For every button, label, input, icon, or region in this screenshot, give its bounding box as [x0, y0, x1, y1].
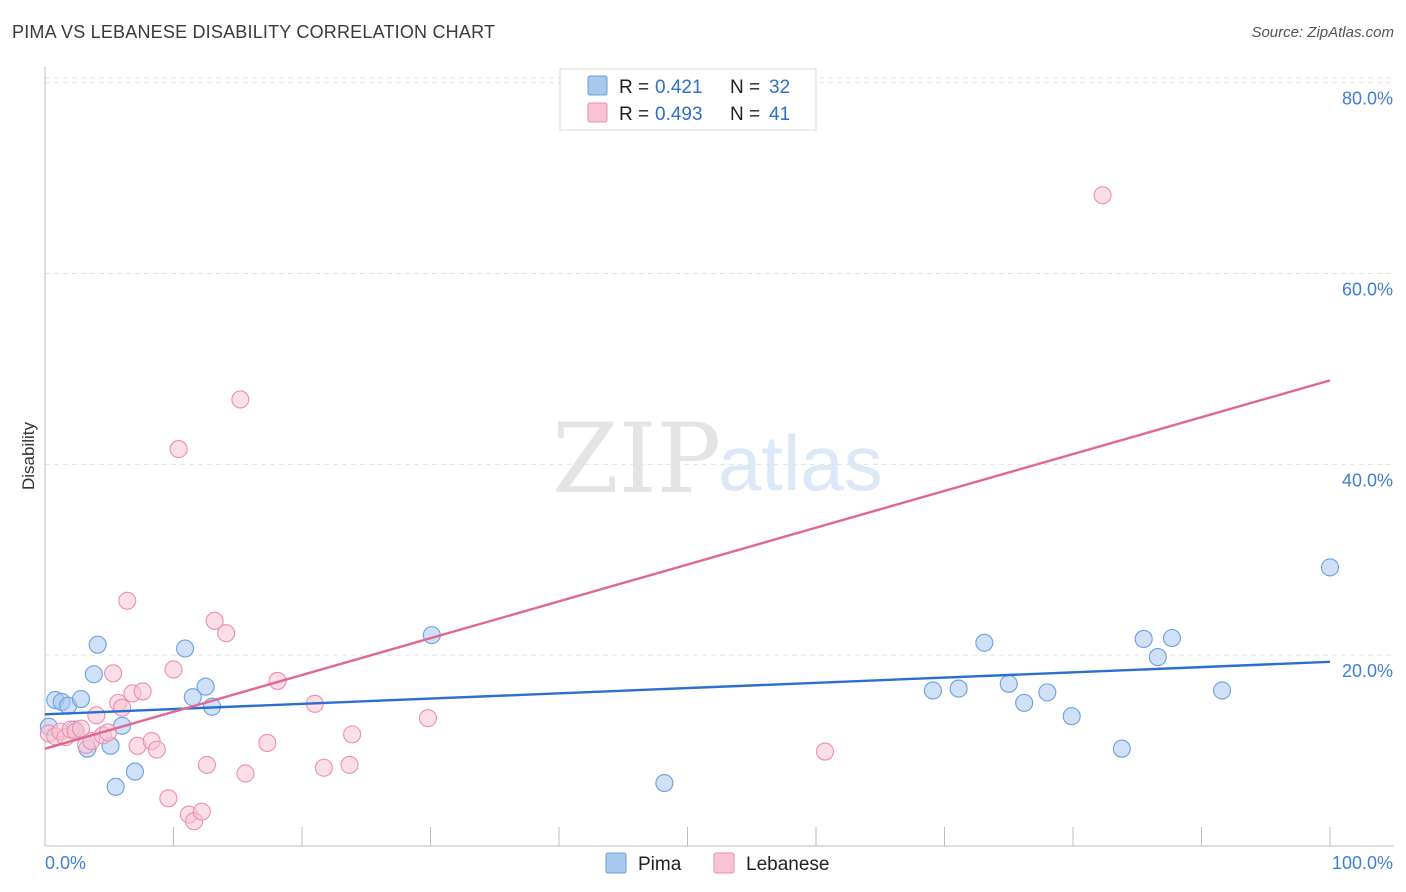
chart-title: PIMA VS LEBANESE DISABILITY CORRELATION …	[12, 22, 496, 42]
lebanese-trendline	[44, 379, 1331, 750]
lebanese-point	[340, 755, 359, 774]
pima-trendline	[44, 660, 1331, 716]
lebanese-point	[258, 733, 277, 753]
pima-point	[1112, 739, 1131, 758]
y-tick-label: 20.0%	[1342, 661, 1393, 681]
pima-point	[1062, 707, 1081, 726]
lebanese-point	[113, 698, 132, 717]
lebanese-point	[87, 706, 106, 725]
pima-point	[1015, 693, 1034, 712]
y-tick-labels: 20.0% 40.0% 60.0% 80.0%	[1342, 89, 1393, 681]
x-tick-label: 0.0%	[45, 853, 86, 873]
pima-point	[176, 639, 195, 658]
lebanese-point	[164, 660, 183, 679]
x-tick-label: 100.0%	[1332, 853, 1393, 873]
y-tick-label: 40.0%	[1342, 470, 1393, 490]
pima-point	[1320, 558, 1340, 577]
legend-r-label: R =	[619, 104, 649, 125]
legend-n-value: 32	[769, 77, 790, 98]
lebanese-point	[104, 664, 123, 683]
lebanese-point	[205, 611, 224, 630]
lebanese-point	[197, 755, 216, 774]
lebanese-point	[217, 624, 236, 643]
pima-point	[999, 674, 1018, 693]
lebanese-point	[169, 440, 188, 459]
pima-point	[949, 679, 968, 698]
watermark-atlas: atlas	[718, 419, 883, 507]
pima-point	[1213, 681, 1232, 700]
bottom-legend-swatch-pima	[605, 852, 627, 874]
bottom-legend: Pima Lebanese	[605, 852, 829, 875]
pima-point	[106, 777, 125, 796]
pima-point	[923, 681, 942, 700]
lebanese-point	[133, 682, 152, 701]
lebanese-point	[418, 709, 437, 728]
bottom-legend-label-pima: Pima	[638, 854, 682, 875]
lebanese-point	[147, 740, 166, 759]
pima-point	[1162, 628, 1181, 648]
legend-n-label: N =	[730, 77, 760, 98]
bottom-legend-label-lebanese: Lebanese	[746, 854, 829, 875]
lebanese-point	[314, 758, 333, 777]
source-label: Source: ZipAtlas.com	[1251, 24, 1394, 41]
legend-swatch-pima	[587, 75, 608, 96]
legend-r-value: 0.421	[655, 77, 703, 98]
pima-point	[196, 677, 215, 696]
y-axis-label: Disability	[19, 421, 38, 490]
pima-point	[1134, 629, 1153, 649]
pima-point	[1148, 648, 1167, 667]
x-tick-labels: 0.0% 100.0%	[45, 853, 1393, 873]
y-tick-label: 60.0%	[1342, 280, 1393, 300]
axes	[44, 67, 1394, 847]
y-tick-label: 80.0%	[1342, 89, 1393, 109]
lebanese-point	[231, 390, 250, 409]
lebanese-point	[815, 742, 835, 761]
pima-point	[88, 635, 107, 654]
lebanese-point	[159, 789, 178, 808]
legend-swatch-lebanese	[587, 102, 608, 123]
gridlines	[45, 77, 1394, 656]
lebanese-point	[236, 764, 255, 783]
pima-point	[71, 690, 91, 709]
lebanese-point	[192, 802, 211, 821]
legend-r-value: 0.493	[655, 104, 703, 125]
top-legend: R = 0.421 N = 32 R = 0.493 N = 41	[559, 68, 817, 131]
legend-r-label: R =	[619, 77, 649, 98]
pima-point	[975, 633, 994, 652]
watermark-zip: ZIP	[552, 403, 721, 515]
pima-point	[84, 665, 103, 684]
lebanese-point	[118, 591, 137, 610]
pima-point	[1038, 683, 1057, 702]
legend-n-label: N =	[730, 104, 760, 125]
lebanese-point	[343, 725, 362, 744]
legend-n-value: 41	[769, 104, 790, 125]
trend-lines	[44, 379, 1331, 750]
pima-point	[655, 773, 674, 793]
bottom-legend-swatch-lebanese	[713, 852, 735, 874]
scatter-points	[39, 186, 1340, 831]
lebanese-point	[1093, 186, 1112, 205]
pima-point	[125, 762, 144, 781]
